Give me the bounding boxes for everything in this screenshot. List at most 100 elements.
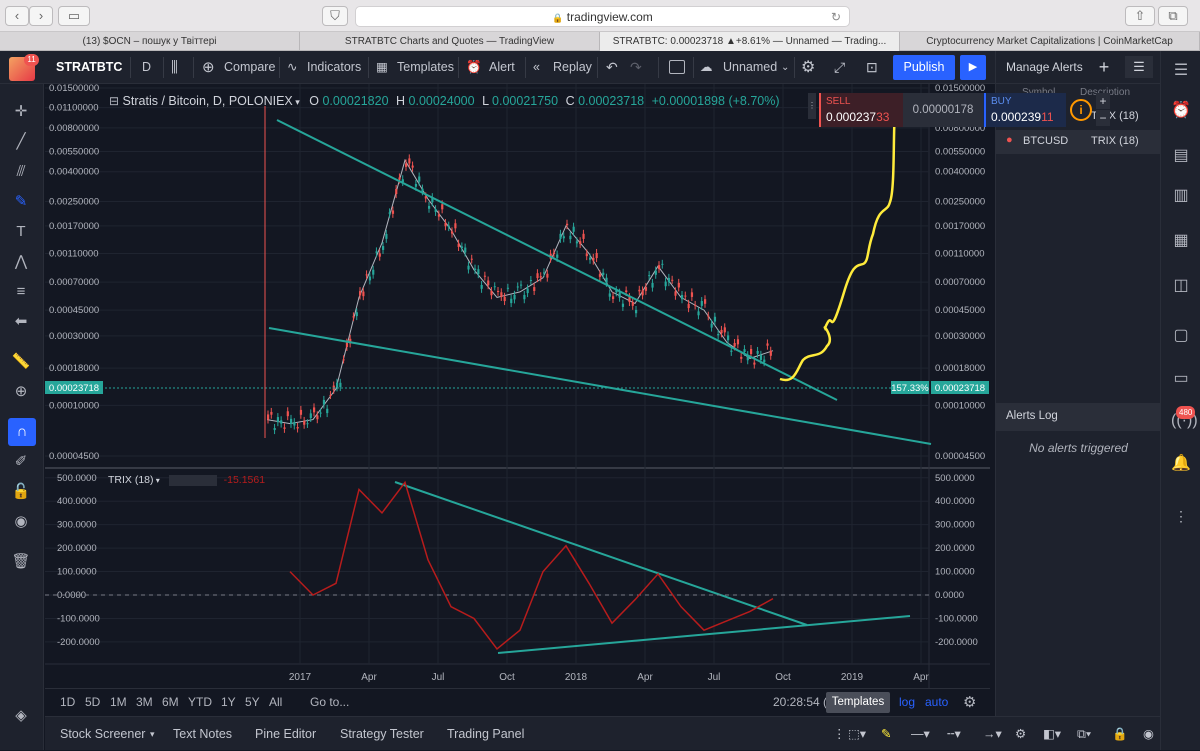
plus-icon[interactable]: + xyxy=(1096,93,1110,109)
tab-stratbtc-charts[interactable]: STRATBTC Charts and Quotes — TradingView xyxy=(300,32,600,51)
prediction-icon[interactable]: ≡ xyxy=(16,283,26,300)
sidebar-icon[interactable]: ▭ xyxy=(58,6,90,26)
range-5d[interactable]: 5D xyxy=(85,695,101,709)
trix-label[interactable]: TRIX (18) xyxy=(108,474,154,486)
eye-icon[interactable]: ◉ xyxy=(14,513,28,530)
sell-button[interactable]: SELL 0.00023733 xyxy=(819,93,903,127)
padlock-icon[interactable]: 🔓 xyxy=(11,483,31,500)
url-bar[interactable]: 🔒 tradingview.com ↻ xyxy=(355,6,850,27)
tab-twitter[interactable]: (13) $OCN – пошук у Твіттері xyxy=(0,32,300,51)
symbol-search[interactable]: STRATBTC xyxy=(56,60,123,74)
camera-icon[interactable]: ⊡ xyxy=(866,59,878,75)
watchlist-icon[interactable]: ☰ xyxy=(1173,62,1189,79)
alarm-clock-icon[interactable]: ⏰ xyxy=(1171,102,1191,119)
back-arrow-icon[interactable]: ⬅ xyxy=(14,313,28,330)
range-1d[interactable]: 1D xyxy=(60,695,76,709)
range-1y[interactable]: 1Y xyxy=(221,695,236,709)
lock-drawings-icon[interactable]: ✐ xyxy=(14,453,28,470)
reload-icon[interactable]: ↻ xyxy=(830,10,841,24)
select-area-icon[interactable]: ⬚▾ xyxy=(848,727,867,741)
pattern-icon[interactable]: ⋀ xyxy=(14,253,28,270)
range-ytd[interactable]: YTD xyxy=(188,695,212,709)
range-3m[interactable]: 3M xyxy=(136,695,153,709)
forward-icon[interactable]: › xyxy=(29,6,53,26)
fullscreen-layout-icon[interactable] xyxy=(669,60,685,74)
minus-icon[interactable]: − xyxy=(1096,110,1110,126)
hotlist-icon[interactable]: ▥ xyxy=(1173,187,1189,204)
zoom-icon[interactable]: ⊕ xyxy=(14,383,28,400)
info-icon[interactable]: i xyxy=(1070,99,1092,121)
range-6m[interactable]: 6M xyxy=(162,695,179,709)
trash-icon[interactable]: 🗑 xyxy=(11,553,31,570)
padlock-icon[interactable]: 🔒 xyxy=(1112,727,1128,741)
buy-widget[interactable]: BUY 0.00023911 xyxy=(984,93,1066,127)
chevron-down-icon[interactable]: ⌄ xyxy=(781,62,790,73)
tab-pine-editor[interactable]: Pine Editor xyxy=(255,727,317,741)
share-icon[interactable]: ⇧ xyxy=(1125,6,1155,26)
messages-icon[interactable]: ▭ xyxy=(1173,370,1189,387)
gear-icon[interactable]: ⚙ xyxy=(801,59,816,76)
tab-stratbtc-active[interactable]: STRATBTC: 0.00023718 ▲+8.61% — Unnamed —… xyxy=(600,32,900,51)
drag-icon[interactable]: ⋮ xyxy=(833,727,846,741)
trend-line-icon[interactable]: ╱ xyxy=(16,133,26,150)
pen-icon[interactable]: ✎ xyxy=(881,727,892,741)
crosshair-icon[interactable]: ✛ xyxy=(14,103,28,120)
shield-icon[interactable]: ⛉ xyxy=(322,6,348,26)
chevron-down-icon[interactable]: ▾ xyxy=(150,729,155,739)
clock-text[interactable]: 20:28:54 ( xyxy=(773,695,828,709)
alert-row[interactable]: ● BTCUSD TRIX (18) xyxy=(996,130,1161,154)
back-icon[interactable]: ‹ xyxy=(5,6,29,26)
auto-toggle[interactable]: auto xyxy=(925,695,949,709)
layers-icon[interactable]: ◈ xyxy=(15,707,27,724)
goto-button[interactable]: Go to... xyxy=(310,695,350,709)
publish-button[interactable]: Publish xyxy=(893,55,955,80)
expand-icon[interactable]: ⤢ xyxy=(834,59,846,75)
templates-button[interactable]: Templates xyxy=(397,60,454,74)
indicators-button[interactable]: Indicators xyxy=(307,60,362,74)
more-icon[interactable]: ⋮ xyxy=(1174,508,1188,524)
bell-icon[interactable]: 🔔 xyxy=(1171,455,1191,472)
list-icon[interactable]: ☰ xyxy=(1125,56,1153,78)
gear-icon[interactable]: ⚙ xyxy=(1015,727,1027,741)
interval-button[interactable]: D xyxy=(142,60,152,74)
magnet-icon[interactable]: ∩ xyxy=(8,418,36,446)
brush-icon[interactable]: ✎ xyxy=(14,193,28,210)
add-alert-icon[interactable]: + xyxy=(1098,57,1110,77)
collapse-icon[interactable]: ⊟ xyxy=(109,94,120,108)
play-icon[interactable]: ▶ xyxy=(960,55,986,80)
clone-icon[interactable]: ⧉▾ xyxy=(1077,727,1092,741)
range-1m[interactable]: 1M xyxy=(110,695,127,709)
text-icon[interactable]: T xyxy=(16,223,26,240)
log-toggle[interactable]: log xyxy=(899,695,916,709)
alert-button[interactable]: Alert xyxy=(489,60,515,74)
price-chart[interactable]: 0.01500000 0.01100000 0.00800000 0.00550000… xyxy=(45,83,990,688)
range-5y[interactable]: 5Y xyxy=(245,695,260,709)
line-dash-icon[interactable]: ╌▾ xyxy=(947,727,961,741)
tab-strategy-tester[interactable]: Strategy Tester xyxy=(340,727,424,741)
ideas-icon[interactable]: ◫ xyxy=(1173,277,1189,294)
plus-circle-icon[interactable]: ⊕ xyxy=(202,59,215,76)
line-style-icon[interactable]: —▾ xyxy=(911,727,930,741)
layers-icon[interactable]: ◧▾ xyxy=(1043,727,1062,741)
redo-icon[interactable]: ↷ xyxy=(630,59,642,75)
drag-handle-icon[interactable]: ⋮ xyxy=(808,93,816,119)
chat-icon[interactable]: ▢ xyxy=(1173,327,1189,344)
undo-icon[interactable]: ↶ xyxy=(606,59,618,75)
ruler-icon[interactable]: 📏 xyxy=(11,353,31,370)
tab-text-notes[interactable]: Text Notes xyxy=(173,727,233,741)
gear-icon[interactable]: ⚙ xyxy=(963,694,977,711)
candles-icon[interactable]: ⫼ xyxy=(171,59,178,76)
range-all[interactable]: All xyxy=(269,695,283,709)
pitchfork-icon[interactable]: ⫻ xyxy=(16,163,26,180)
line-end-icon[interactable]: →▾ xyxy=(983,727,1002,741)
layout-name[interactable]: Unnamed xyxy=(723,60,778,74)
calendar-icon[interactable]: ▦ xyxy=(1173,232,1189,249)
tab-coinmarketcap[interactable]: Cryptocurrency Market Capitalizations | … xyxy=(900,32,1200,51)
replay-button[interactable]: Replay xyxy=(553,60,592,74)
eye-icon[interactable]: ◉ xyxy=(1143,727,1154,741)
compare-button[interactable]: Compare xyxy=(224,60,276,74)
tab-trading-panel[interactable]: Trading Panel xyxy=(447,727,525,741)
chart-pane[interactable]: 0.01500000 0.01100000 0.00800000 0.00550000… xyxy=(45,83,990,688)
tabs-overview-icon[interactable]: ⧉ xyxy=(1158,6,1188,26)
data-window-icon[interactable]: ▤ xyxy=(1173,147,1189,164)
